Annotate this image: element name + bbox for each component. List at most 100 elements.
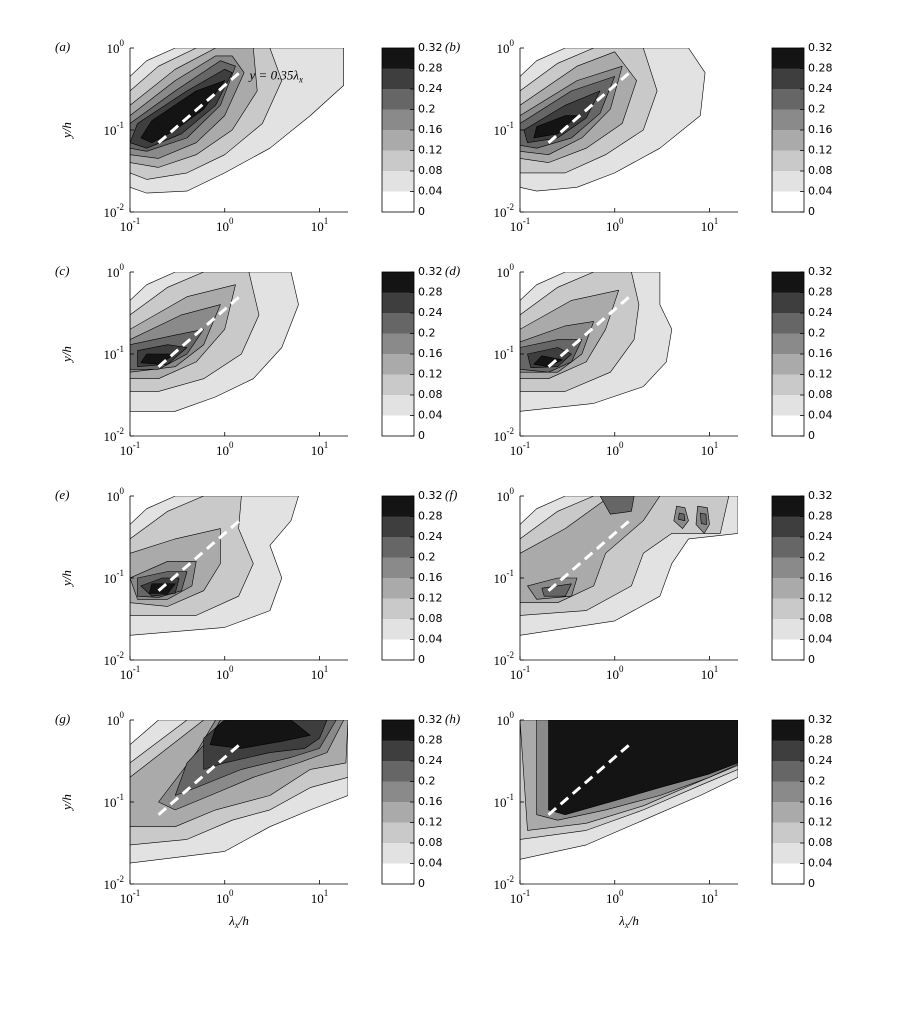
y-axis-label: y/h (59, 346, 74, 364)
panel-label: (a) (55, 39, 70, 54)
colorbar-band (382, 802, 414, 823)
x-tick-label: 10-1​ (510, 216, 531, 234)
colorbar-band (772, 292, 804, 313)
y-tick-label: 10-1​ (494, 568, 515, 586)
colorbar-tick-label: 0 (418, 429, 425, 442)
colorbar-tick-label: 0.12 (808, 144, 833, 157)
colorbar-band (772, 354, 804, 375)
colorbar-tick-label: 0.04 (808, 409, 833, 422)
colorbar-band (772, 537, 804, 558)
colorbar-tick-label: 0.08 (808, 164, 833, 177)
colorbar-tick-label: 0.32 (418, 41, 443, 54)
colorbar-band (382, 48, 414, 69)
x-axis-label: λx​/h (228, 913, 249, 930)
x-tick-label: 101​ (701, 888, 719, 906)
x-tick-label: 101​ (311, 216, 329, 234)
colorbar-band (382, 843, 414, 864)
colorbar-band (382, 740, 414, 761)
colorbar-tick-label: 0.2 (808, 551, 826, 564)
colorbar-tick-label: 0.08 (808, 388, 833, 401)
colorbar-band (772, 109, 804, 130)
y-tick-label: 10-1​ (104, 792, 125, 810)
colorbar-tick-label: 0.32 (418, 713, 443, 726)
colorbar-tick-label: 0 (418, 653, 425, 666)
colorbar-tick-label: 0.24 (418, 82, 443, 95)
colorbar-band (382, 761, 414, 782)
panel-label: (c) (55, 263, 69, 278)
y-tick-label: 10-1​ (494, 344, 515, 362)
colorbar-tick-label: 0.32 (418, 265, 443, 278)
colorbar-tick-label: 0.28 (418, 734, 443, 747)
panel-label: (d) (445, 263, 460, 278)
colorbar-tick-label: 0.24 (808, 306, 833, 319)
colorbar-tick-label: 0 (418, 877, 425, 890)
colorbar-tick-label: 0.04 (808, 633, 833, 646)
plot-area (130, 720, 348, 884)
panel-label: (e) (55, 487, 69, 502)
x-tick-label: 10-1​ (120, 440, 141, 458)
x-tick-label: 101​ (701, 664, 719, 682)
colorbar-band (382, 292, 414, 313)
y-tick-label: 10-2​ (104, 426, 125, 444)
colorbar-band (772, 843, 804, 864)
colorbar-band (382, 68, 414, 89)
colorbar-band (382, 781, 414, 802)
colorbar-band (772, 313, 804, 334)
colorbar-band (382, 415, 414, 436)
colorbar-band (772, 333, 804, 354)
colorbar-band (382, 639, 414, 660)
colorbar-band (382, 333, 414, 354)
y-tick-label: 100​ (107, 710, 125, 728)
colorbar-tick-label: 0.28 (808, 286, 833, 299)
colorbar-tick-label: 0.2 (808, 775, 826, 788)
y-tick-label: 10-2​ (494, 426, 515, 444)
y-tick-label: 10-1​ (104, 568, 125, 586)
colorbar-tick-label: 0.16 (808, 347, 833, 360)
colorbar-band (382, 171, 414, 192)
colorbar-tick-label: 0.24 (418, 530, 443, 543)
colorbar-band (772, 395, 804, 416)
y-tick-label: 100​ (497, 710, 515, 728)
colorbar-tick-label: 0.08 (418, 388, 443, 401)
y-axis-label: y/h (59, 570, 74, 588)
plot-area (130, 48, 348, 212)
colorbar-band (772, 130, 804, 151)
y-tick-label: 10-2​ (104, 874, 125, 892)
colorbar-tick-label: 0.2 (418, 551, 436, 564)
colorbar-tick-label: 0 (808, 877, 815, 890)
colorbar-band (382, 516, 414, 537)
contour-region (699, 512, 707, 525)
x-tick-label: 100​ (606, 664, 624, 682)
panel-label: (f) (445, 487, 457, 502)
colorbar-band (382, 496, 414, 517)
y-tick-label: 100​ (107, 262, 125, 280)
annotation: y = 0.35λx​ (248, 67, 303, 84)
colorbar-band (772, 68, 804, 89)
colorbar-band (382, 619, 414, 640)
y-tick-label: 10-2​ (494, 202, 515, 220)
colorbar-tick-label: 0.24 (418, 754, 443, 767)
colorbar-tick-label: 0.28 (808, 62, 833, 75)
x-axis-label: λx​/h (618, 913, 639, 930)
reference-line (157, 741, 243, 816)
colorbar-tick-label: 0 (418, 205, 425, 218)
colorbar-tick-label: 0.04 (418, 409, 443, 422)
colorbar-band (382, 557, 414, 578)
colorbar-tick-label: 0.12 (808, 592, 833, 605)
colorbar-tick-label: 0.04 (808, 857, 833, 870)
colorbar-tick-label: 0.32 (808, 41, 833, 54)
colorbar-tick-label: 0.04 (418, 857, 443, 870)
colorbar-tick-label: 0.2 (418, 775, 436, 788)
colorbar-tick-label: 0.32 (418, 489, 443, 502)
colorbar-tick-label: 0.24 (808, 754, 833, 767)
colorbar-tick-label: 0.28 (808, 734, 833, 747)
reference-line (547, 293, 633, 368)
colorbar-tick-label: 0.2 (808, 327, 826, 340)
colorbar-band (382, 191, 414, 212)
x-tick-label: 101​ (311, 664, 329, 682)
x-tick-label: 10-1​ (510, 888, 531, 906)
x-tick-label: 10-1​ (510, 440, 531, 458)
colorbar-tick-label: 0.12 (808, 816, 833, 829)
y-tick-label: 10-1​ (494, 792, 515, 810)
